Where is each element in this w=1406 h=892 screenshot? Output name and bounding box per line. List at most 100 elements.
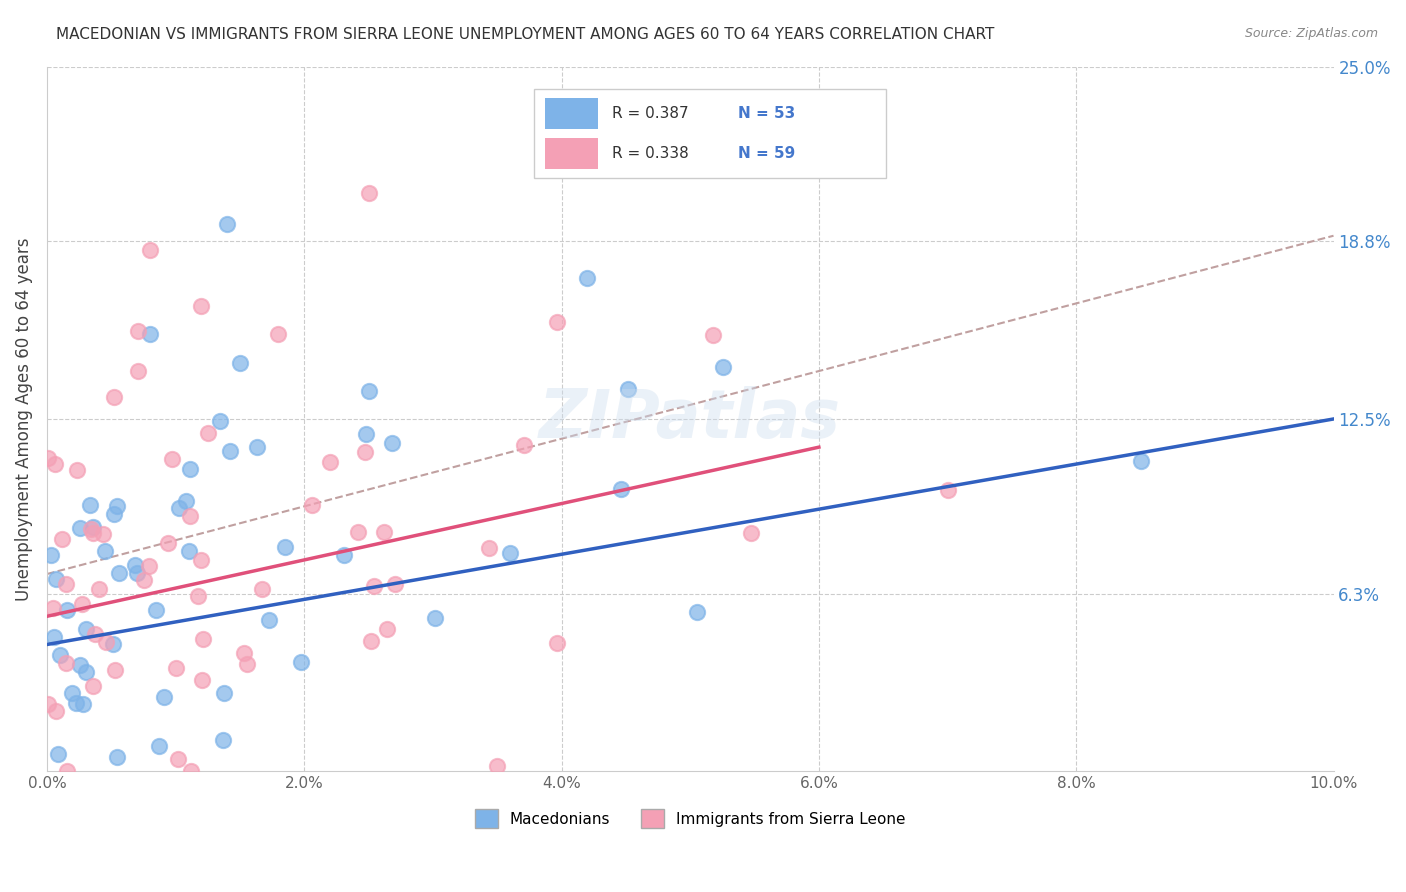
FancyBboxPatch shape xyxy=(544,138,598,169)
Point xyxy=(91,527,114,541)
Point xyxy=(49,648,72,662)
Point xyxy=(190,553,212,567)
Text: N = 53: N = 53 xyxy=(738,106,796,120)
Point xyxy=(82,679,104,693)
FancyBboxPatch shape xyxy=(544,98,598,129)
Point xyxy=(44,458,66,472)
Point xyxy=(423,610,446,624)
Point xyxy=(39,548,62,562)
Point xyxy=(187,589,209,603)
Point xyxy=(191,673,214,687)
Point xyxy=(105,750,128,764)
Point xyxy=(42,630,65,644)
Point xyxy=(354,426,377,441)
Text: Source: ZipAtlas.com: Source: ZipAtlas.com xyxy=(1244,27,1378,40)
Point xyxy=(546,636,568,650)
Point xyxy=(177,544,200,558)
Point xyxy=(82,525,104,540)
Point xyxy=(55,764,77,779)
Point xyxy=(60,686,83,700)
Point xyxy=(65,696,87,710)
Point xyxy=(301,498,323,512)
Point xyxy=(319,455,342,469)
Point xyxy=(354,445,377,459)
Point xyxy=(290,655,312,669)
Point xyxy=(157,535,180,549)
Point xyxy=(139,243,162,257)
Point xyxy=(127,566,149,580)
Point xyxy=(190,299,212,313)
Point xyxy=(80,522,103,536)
Point xyxy=(55,576,77,591)
Point xyxy=(138,559,160,574)
Point xyxy=(45,704,67,718)
Point xyxy=(72,597,94,611)
Point xyxy=(160,452,183,467)
Point xyxy=(375,622,398,636)
Point xyxy=(103,637,125,651)
Point xyxy=(51,533,73,547)
Point xyxy=(148,739,170,753)
Point xyxy=(127,324,149,338)
Point xyxy=(105,500,128,514)
Point xyxy=(499,546,522,560)
Point xyxy=(191,632,214,647)
Point xyxy=(245,440,267,454)
Point xyxy=(610,482,633,496)
Point xyxy=(37,450,59,465)
Point xyxy=(357,384,380,398)
Point xyxy=(197,426,219,441)
Point xyxy=(347,524,370,539)
Point xyxy=(69,521,91,535)
Point xyxy=(55,657,77,671)
Point xyxy=(1129,454,1152,468)
Point xyxy=(212,733,235,747)
Point xyxy=(179,461,201,475)
Point xyxy=(48,747,70,761)
FancyBboxPatch shape xyxy=(534,89,886,178)
Point xyxy=(69,657,91,672)
Point xyxy=(82,520,104,534)
Point xyxy=(363,579,385,593)
Text: MACEDONIAN VS IMMIGRANTS FROM SIERRA LEONE UNEMPLOYMENT AMONG AGES 60 TO 64 YEAR: MACEDONIAN VS IMMIGRANTS FROM SIERRA LEO… xyxy=(56,27,994,42)
Point xyxy=(711,359,734,374)
Point xyxy=(124,558,146,573)
Point xyxy=(936,483,959,497)
Point xyxy=(174,494,197,508)
Point xyxy=(103,507,125,521)
Legend: Macedonians, Immigrants from Sierra Leone: Macedonians, Immigrants from Sierra Leon… xyxy=(468,804,911,834)
Point xyxy=(384,577,406,591)
Point xyxy=(702,327,724,342)
Point xyxy=(686,606,709,620)
Point xyxy=(546,316,568,330)
Point xyxy=(512,438,534,452)
Point xyxy=(72,697,94,711)
Point xyxy=(75,665,97,680)
Point xyxy=(145,602,167,616)
Point xyxy=(103,390,125,404)
Point xyxy=(217,217,239,231)
Point xyxy=(373,524,395,539)
Point xyxy=(740,526,762,541)
Point xyxy=(94,635,117,649)
Point xyxy=(42,600,65,615)
Text: ZIPatlas: ZIPatlas xyxy=(540,386,841,452)
Point xyxy=(139,327,162,342)
Point xyxy=(66,463,89,477)
Point xyxy=(214,686,236,700)
Point xyxy=(273,540,295,554)
Text: R = 0.387: R = 0.387 xyxy=(612,106,688,120)
Point xyxy=(79,499,101,513)
Point xyxy=(617,383,640,397)
Point xyxy=(167,501,190,516)
Point xyxy=(108,566,131,580)
Point xyxy=(233,646,256,660)
Point xyxy=(93,544,115,558)
Text: N = 59: N = 59 xyxy=(738,146,796,161)
Point xyxy=(209,414,232,428)
Point xyxy=(576,271,599,285)
Point xyxy=(381,436,404,450)
Point xyxy=(179,764,201,779)
Point xyxy=(267,327,290,342)
Point xyxy=(250,582,273,596)
